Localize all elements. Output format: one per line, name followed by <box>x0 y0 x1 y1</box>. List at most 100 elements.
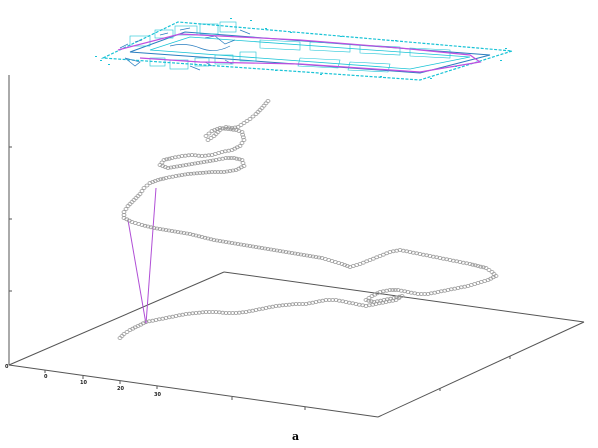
trajectory-marker <box>270 304 276 309</box>
trajectory-marker <box>209 153 215 157</box>
trajectory-marker <box>226 240 232 245</box>
trajectory-marker <box>296 302 302 306</box>
trajectory-marker <box>399 294 405 298</box>
trajectory-marker <box>246 309 252 314</box>
trajectory-marker <box>380 289 386 294</box>
trajectory-marker <box>277 249 283 253</box>
trajectory-marker <box>220 239 226 244</box>
trajectory-marker <box>370 302 376 307</box>
trajectory-marker <box>185 172 191 176</box>
trajectory-marker <box>162 165 168 169</box>
trajectory-marker <box>236 310 242 315</box>
trajectory-marker <box>373 302 379 306</box>
trajectory-marker <box>203 170 209 175</box>
trajectory-marker <box>310 254 316 259</box>
trajectory-marker <box>458 285 464 290</box>
trajectory-marker <box>210 158 216 163</box>
trajectory-marker <box>343 300 349 304</box>
trajectory-marker <box>199 154 205 158</box>
figure-caption: a <box>292 430 299 443</box>
trajectory-marker <box>197 171 203 175</box>
trajectory-marker <box>123 207 129 211</box>
trajectory-marker <box>176 154 182 159</box>
trajectory-marker <box>198 160 204 165</box>
trajectory-marker <box>293 302 299 306</box>
floorplan-trajectory <box>117 33 482 73</box>
trajectory-marker <box>398 288 404 293</box>
trajectory-marker <box>369 294 375 298</box>
trajectory-marker <box>148 225 154 230</box>
trajectory-marker <box>230 311 236 315</box>
trajectory-marker <box>160 227 166 232</box>
trajectory-marker <box>166 156 172 161</box>
trajectory-marker <box>124 330 130 334</box>
trajectory-marker <box>209 129 215 133</box>
trajectory-marker <box>412 291 418 296</box>
trajectory-marker <box>220 310 226 315</box>
trajectory-marker <box>175 230 181 234</box>
trajectory-marker <box>166 315 172 320</box>
trajectory-marker <box>250 244 256 249</box>
trajectory-marker <box>333 298 339 302</box>
trajectory-marker <box>286 302 292 307</box>
trajectory-marker <box>180 163 186 168</box>
trajectory-marker <box>415 292 421 296</box>
trajectory-marker <box>156 317 162 322</box>
tick-label: 20 <box>117 386 124 392</box>
trajectory-marker <box>217 239 223 243</box>
trajectory-marker <box>402 289 408 294</box>
trajectory-marker <box>250 114 256 119</box>
trajectory-3d <box>117 99 499 340</box>
trajectory-marker <box>427 254 433 258</box>
floorplan-rooms <box>129 21 451 73</box>
trajectory-marker <box>240 161 246 165</box>
trajectory-marker <box>232 241 238 246</box>
trajectory-marker <box>205 138 211 142</box>
trajectory-marker <box>234 156 240 161</box>
trajectory-marker <box>222 149 228 154</box>
tick-label: 0 <box>44 374 48 380</box>
trajectory-marker <box>363 304 369 308</box>
trajectory-marker <box>193 311 199 315</box>
trajectory-marker <box>457 260 463 264</box>
trajectory-marker <box>239 158 245 162</box>
trajectory-marker <box>395 288 401 292</box>
trajectory-marker <box>292 251 298 256</box>
trajectory-marker <box>146 319 152 324</box>
tick-label: 10 <box>80 380 87 386</box>
tick-label: 0 <box>5 364 9 370</box>
trajectory-marker <box>163 176 169 180</box>
trajectory-marker <box>452 286 458 291</box>
trajectory-marker <box>428 291 434 296</box>
trajectory-marker <box>380 300 386 305</box>
trajectory-marker <box>154 226 160 231</box>
trajectory-marker <box>387 288 393 292</box>
trajectory-marker <box>298 252 304 257</box>
trajectory-marker <box>173 314 179 318</box>
trajectory-marker <box>253 112 259 116</box>
trajectory-marker <box>223 311 229 315</box>
trajectory-marker <box>151 226 157 230</box>
trajectory-marker <box>346 300 352 305</box>
trajectory-marker <box>145 224 151 229</box>
x-axis-ticks <box>44 356 511 410</box>
trajectory-marker <box>241 121 247 125</box>
trajectory-marker <box>244 243 250 248</box>
trajectory-marker <box>142 223 148 228</box>
tick-labels: 0 0 10 20 30 <box>5 364 161 398</box>
trajectory-marker <box>310 300 316 305</box>
trajectory-marker <box>400 248 406 253</box>
trajectory-marker <box>450 258 456 263</box>
trajectory-marker <box>230 168 236 173</box>
trajectory-marker <box>263 306 269 310</box>
trajectory-marker <box>470 262 476 267</box>
trajectory-marker <box>210 310 216 314</box>
trajectory-marker <box>160 316 166 321</box>
trajectory-marker <box>290 302 296 307</box>
trajectory-marker <box>383 300 389 304</box>
trajectory-marker <box>160 164 166 168</box>
trajectory-marker <box>454 259 460 264</box>
trajectory-marker <box>205 236 211 241</box>
trajectory-marker <box>336 298 342 303</box>
trajectory-marker <box>223 240 229 244</box>
